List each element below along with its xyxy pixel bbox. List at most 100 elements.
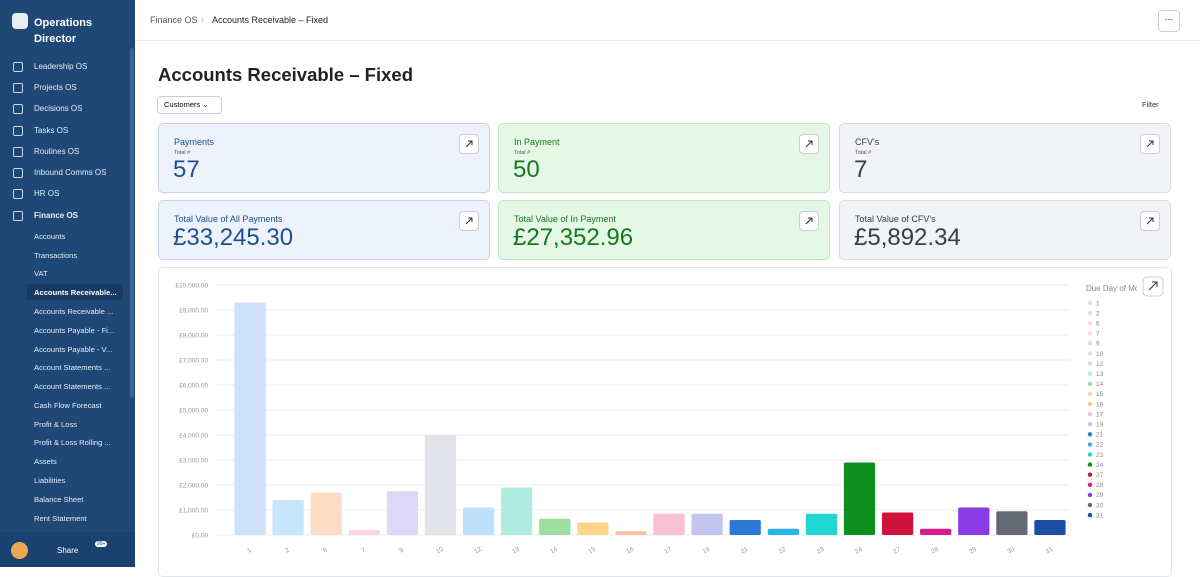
page-title: Accounts Receivable – Fixed [158,64,413,85]
x-tick-label: 27 [892,546,902,556]
nav-item[interactable]: Inbound Comms OS [34,168,107,177]
legend-label: 14 [1096,381,1104,388]
y-tick-label: £8,000.00 [179,333,208,340]
arrow-icon [465,140,473,148]
legend-swatch [1087,381,1093,386]
bar [386,491,419,535]
sub-nav-item[interactable]: Account Statements ... [34,382,111,391]
nav-item[interactable]: Projects OS [34,83,77,92]
legend-label: 29 [1096,492,1104,499]
x-tick-label: 29 [968,546,978,556]
bar [234,302,266,535]
y-tick-label: £3,000.00 [179,458,208,465]
bar [881,512,914,535]
nav-item[interactable]: Leadership OS [34,62,88,71]
nav-icon [13,189,23,199]
expand-icon [1148,281,1158,291]
stat-card[interactable]: In Payment Total #50 [498,123,830,193]
bar [539,518,571,535]
sub-nav-item[interactable]: Accounts Receivable ... [34,307,114,316]
x-tick-label: 30 [1006,546,1016,556]
bar [729,520,761,535]
nav-item[interactable]: Tasks OS [34,126,69,135]
card-value: 7 [854,156,868,183]
legend-label: 16 [1096,401,1104,408]
open-button[interactable] [459,211,479,231]
legend-label: 22 [1096,442,1104,449]
stat-card[interactable]: Total Value of CFV's £5,892.34 [839,200,1171,260]
nav-item[interactable]: Routines OS [34,147,80,156]
customers-dropdown[interactable]: Customers ⌄ [157,96,222,114]
notification-badge: 99+ [95,541,108,547]
card-title: Total Value of CFV's [855,214,936,224]
sub-nav-item[interactable]: Rent Statement [34,514,87,523]
open-button[interactable] [1140,211,1160,231]
share-button[interactable]: Share [57,546,79,555]
card-title: CFV's [855,137,880,147]
more-button[interactable]: ··· [1158,10,1180,32]
stat-card[interactable]: Total Value of All Payments £33,245.30 [158,200,490,260]
chart-panel: £0.00 £1,000.00 £2,000.00 £3,000.00 £4,000.0… [158,267,1172,577]
filter-button[interactable]: Filter [1142,100,1159,109]
sub-nav-item[interactable]: Accounts [34,232,66,241]
arrow-icon [805,217,813,225]
card-value: £5,892.34 [854,224,961,251]
bar [424,435,457,535]
sub-nav-item[interactable]: Transactions [34,251,78,260]
nav-item[interactable]: Finance OS [34,211,79,220]
card-subtitle: Total # [855,150,872,156]
bar [272,500,304,535]
bar [310,492,342,535]
bar [462,507,495,535]
sub-nav-item[interactable]: Profit & Loss Rolling ... [34,438,111,447]
breadcrumb-item[interactable]: Finance OS [150,15,198,25]
avatar[interactable] [11,542,28,559]
sub-nav-item[interactable]: VAT [34,269,48,278]
open-button[interactable] [459,134,479,154]
open-button[interactable] [1140,134,1160,154]
sub-nav-item[interactable]: Accounts Receivable... [34,288,117,297]
y-tick-label: £6,000.00 [179,383,208,390]
workspace-logo [12,13,28,29]
nav-icon [13,168,23,178]
sub-nav-item[interactable]: Accounts Payable - Fi... [34,326,115,335]
sub-nav-item[interactable]: Account Statements ... [34,363,111,372]
legend-title: Due Day of Month [1086,284,1150,293]
stat-card[interactable]: Total Value of In Payment £27,352.96 [498,200,830,260]
sub-nav-item[interactable]: Balance Sheet [34,495,84,504]
dropdown-label: Customers [164,100,201,109]
legend-swatch [1087,331,1093,336]
x-tick-label: 23 [816,546,826,556]
nav-item[interactable]: Decisions OS [34,104,83,113]
nav-item[interactable]: HR OS [34,189,60,198]
sub-nav-item[interactable]: Assets [34,457,57,466]
x-tick-label: 31 [1044,546,1054,556]
bar [348,530,380,535]
legend-swatch [1087,300,1093,306]
card-value: 50 [513,156,540,183]
card-title: Total Value of In Payment [514,214,616,224]
legend-label: 12 [1096,361,1104,368]
bar [843,462,876,535]
workspace-name[interactable]: Operations Director [34,17,93,45]
sub-nav-item[interactable]: Cash Flow Forecast [34,401,102,410]
nav-icon [13,126,23,136]
legend-swatch [1087,361,1093,366]
y-tick-label: £10,000.00 [175,283,208,290]
sub-nav-item[interactable]: Profit & Loss [34,420,78,429]
x-tick-label: 24 [854,546,864,556]
open-button[interactable] [799,211,819,231]
x-tick-label: 10 [435,546,445,556]
sub-nav-item[interactable]: Accounts Payable - V... [34,345,113,354]
legend-label: 7 [1096,331,1100,338]
x-tick-label: 1 [246,547,253,555]
sub-nav-item[interactable]: Liabilities [34,476,66,485]
legend-swatch [1087,422,1093,427]
stat-card[interactable]: Payments Total #57 [158,123,490,193]
stat-card[interactable]: CFV's Total #7 [839,123,1171,193]
y-tick-label: £9,000.00 [179,308,208,315]
legend-swatch [1087,351,1093,356]
legend-label: 23 [1096,452,1104,459]
open-button[interactable] [799,134,819,154]
legend-label: 31 [1096,512,1104,519]
